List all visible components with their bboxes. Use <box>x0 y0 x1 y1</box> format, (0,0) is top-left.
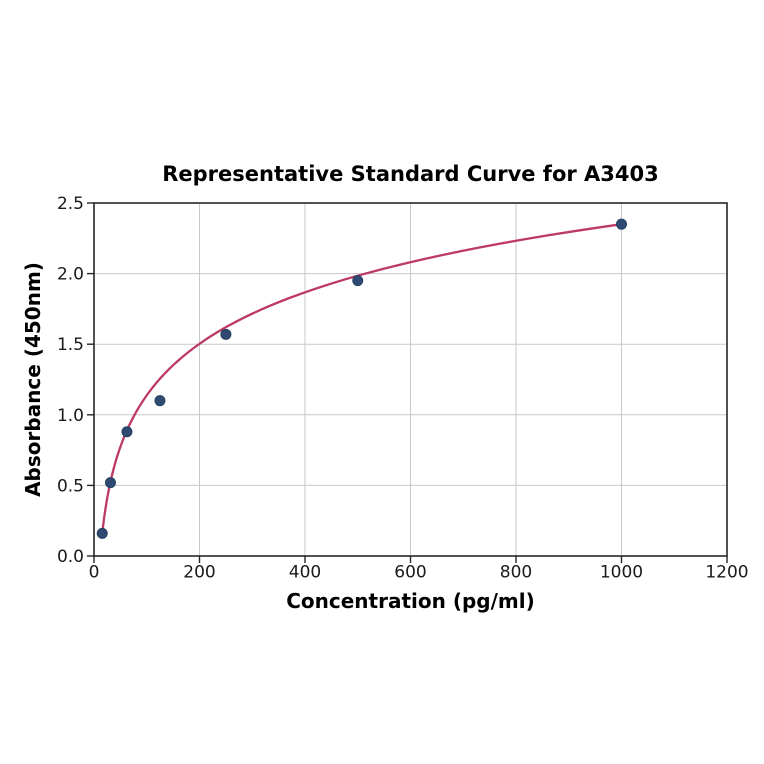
data-point <box>96 527 108 539</box>
data-point <box>121 426 133 438</box>
x-tick-label: 1000 <box>600 563 643 583</box>
tick-marks <box>87 202 728 563</box>
x-tick-label: 400 <box>289 563 321 583</box>
y-tick-label: 2.5 <box>57 194 84 214</box>
y-tick-label: 1.5 <box>57 335 84 355</box>
data-point <box>220 328 232 340</box>
x-tick-label: 200 <box>183 563 215 583</box>
data-point <box>154 395 166 407</box>
y-tick-label: 2.0 <box>57 265 84 285</box>
y-axis-label: Absorbance (450nm) <box>21 262 45 497</box>
y-tick-label: 0.0 <box>57 547 84 567</box>
data-point <box>104 477 116 489</box>
y-tick-label: 1.0 <box>57 406 84 426</box>
y-tick-labels: 0.0 0.5 1.0 1.5 2.0 2.5 <box>57 194 84 567</box>
chart-title: Representative Standard Curve for A3403 <box>162 162 659 186</box>
x-tick-labels: 0 200 400 600 800 1000 1200 <box>89 563 749 583</box>
gridlines <box>94 203 727 556</box>
fit-curve-line <box>101 223 623 535</box>
data-point <box>352 275 364 287</box>
x-tick-label: 800 <box>500 563 532 583</box>
plot-border <box>93 202 728 557</box>
x-tick-label: 1200 <box>705 563 748 583</box>
data-points <box>96 218 627 539</box>
y-tick-label: 0.5 <box>57 476 84 496</box>
x-axis-label: Concentration (pg/ml) <box>286 589 535 613</box>
x-tick-label: 0 <box>89 563 100 583</box>
x-tick-label: 600 <box>394 563 426 583</box>
data-point <box>616 218 627 230</box>
